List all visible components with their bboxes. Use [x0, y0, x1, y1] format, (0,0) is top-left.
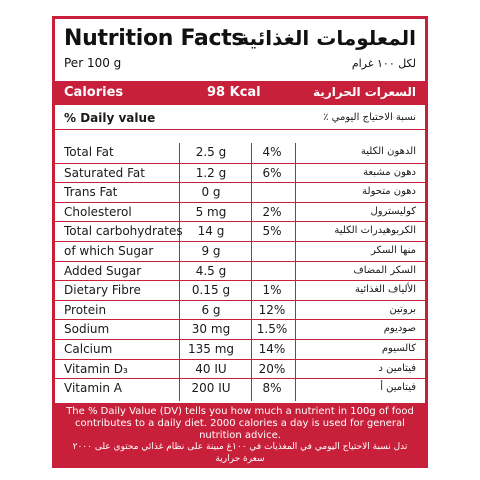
nutrient-amount: 4.5 g [195, 263, 227, 278]
nutrient-row: Vitamin A 200 IU 8% فيتامين أ [55, 378, 425, 398]
column-divider [295, 143, 296, 401]
nutrient-row: Total carbohydrates 14 g 5% الكربوهيدرات… [55, 221, 425, 241]
daily-value-label-arabic: نسبة الاحتياج اليومي ٪ [323, 112, 416, 123]
nutrient-name-arabic: دهون متحولة [362, 186, 416, 198]
nutrient-amount: 6 g [201, 302, 221, 317]
nutrient-daily-value: 14% [258, 341, 286, 356]
nutrient-name: Dietary Fibre [64, 283, 141, 298]
nutrient-row: Added Sugar 4.5 g السكر المضاف [55, 260, 425, 281]
nutrient-row: Protein 6 g 12% بروتين [55, 299, 425, 320]
title-english: Nutrition Facts [64, 26, 245, 51]
nutrient-name-arabic: كوليسترول [370, 205, 416, 217]
nutrient-amount: 0.15 g [191, 283, 231, 298]
nutrient-amount: 40 IU [195, 361, 227, 376]
calories-value: 98 Kcal [207, 85, 261, 100]
nutrient-amount: 14 g [197, 224, 225, 239]
nutrient-daily-value: 8% [262, 381, 282, 396]
nutrient-name: Added Sugar [64, 263, 142, 278]
nutrient-name: Cholesterol [64, 204, 132, 219]
nutrient-row: Saturated Fat 1.2 g 6% دهون مشبعة [55, 162, 425, 183]
calories-bar: Calories 98 Kcal السعرات الحرارية [55, 81, 425, 105]
footer-note: The % Daily Value (DV) tells you how muc… [55, 403, 425, 465]
nutrient-daily-value: 2% [262, 204, 282, 219]
nutrient-name: Saturated Fat [64, 165, 145, 180]
calories-label-arabic: السعرات الحرارية [313, 85, 416, 99]
nutrient-name: Total carbohydrates [64, 224, 183, 239]
nutrient-daily-value: 6% [262, 165, 282, 180]
nutrient-row: Cholesterol 5 mg 2% كوليسترول [55, 201, 425, 222]
daily-value-label-english: % Daily value [64, 111, 156, 125]
nutrient-name-arabic: فيتامين أ [380, 382, 416, 394]
nutrient-name-arabic: الكربوهيدرات الكلية [334, 225, 416, 237]
footer-note-english: The % Daily Value (DV) tells you how muc… [66, 406, 414, 441]
title-arabic: المعلومات الغذائية [237, 26, 416, 50]
nutrient-name: Vitamin D₃ [64, 361, 128, 376]
nutrient-name-arabic: دهون مشبعة [363, 166, 416, 178]
nutrient-amount: 1.2 g [195, 165, 227, 180]
nutrient-row: Total Fat 2.5 g 4% الدهون الكلية [55, 143, 425, 163]
nutrient-name: Vitamin A [64, 381, 122, 396]
nutrition-label: Nutrition Facts Per 100 g المعلومات الغذ… [52, 16, 428, 468]
nutrient-name-arabic: كالسيوم [381, 342, 416, 354]
nutrient-daily-value: 5% [262, 224, 282, 239]
daily-value-header: % Daily value نسبة الاحتياج اليومي ٪ [55, 107, 425, 130]
nutrient-daily-value: 20% [258, 361, 286, 376]
nutrient-name: Total Fat [64, 145, 114, 159]
nutrient-daily-value: 1% [262, 283, 282, 298]
nutrient-daily-value: 1.5% [256, 322, 288, 337]
nutrient-row: Dietary Fibre 0.15 g 1% الألياف الغذائية [55, 280, 425, 300]
nutrient-name-arabic: الدهون الكلية [360, 146, 416, 157]
nutrient-row: Calcium 135 mg 14% كالسيوم [55, 338, 425, 359]
nutrient-row: of which Sugar 9 g منها السكر [55, 240, 425, 261]
nutrient-row: Trans Fat 0 g دهون متحولة [55, 182, 425, 202]
nutrient-amount: 135 mg [187, 341, 235, 356]
nutrient-name-arabic: صوديوم [383, 323, 416, 335]
nutrient-amount: 0 g [201, 185, 221, 200]
nutrient-name-arabic: منها السكر [371, 244, 416, 256]
serving-english: Per 100 g [64, 56, 122, 70]
footer-note-arabic: تدل نسبة الاحتياج اليومي في المغذيات في … [72, 442, 408, 464]
nutrient-name-arabic: بروتين [389, 303, 416, 315]
nutrient-name: Protein [64, 302, 107, 317]
column-divider [179, 143, 180, 401]
nutrient-amount: 200 IU [191, 381, 231, 396]
label-header: Nutrition Facts Per 100 g المعلومات الغذ… [55, 19, 425, 77]
nutrient-amount: 30 mg [191, 322, 231, 337]
nutrient-daily-value: 12% [258, 302, 286, 317]
serving-arabic: لكل ١٠٠ غرام [351, 57, 416, 70]
nutrient-name: Trans Fat [64, 185, 118, 200]
nutrient-name: Calcium [64, 341, 113, 356]
nutrient-table: Total Fat 2.5 g 4% الدهون الكلية Saturat… [55, 143, 425, 398]
nutrient-row: Sodium 30 mg 1.5% صوديوم [55, 319, 425, 339]
nutrient-daily-value: 4% [262, 145, 282, 159]
nutrient-name-arabic: الألياف الغذائية [355, 284, 416, 296]
nutrient-name-arabic: السكر المضاف [353, 264, 416, 276]
nutrient-name-arabic: فيتامين د [378, 362, 416, 374]
nutrient-row: Vitamin D₃ 40 IU 20% فيتامين د [55, 358, 425, 379]
nutrient-amount: 2.5 g [195, 145, 227, 159]
nutrient-name: of which Sugar [64, 243, 154, 258]
calories-label-english: Calories [64, 85, 124, 100]
nutrient-name: Sodium [64, 322, 110, 337]
column-divider [251, 143, 252, 401]
nutrient-amount: 9 g [201, 243, 221, 258]
nutrient-amount: 5 mg [195, 204, 227, 219]
